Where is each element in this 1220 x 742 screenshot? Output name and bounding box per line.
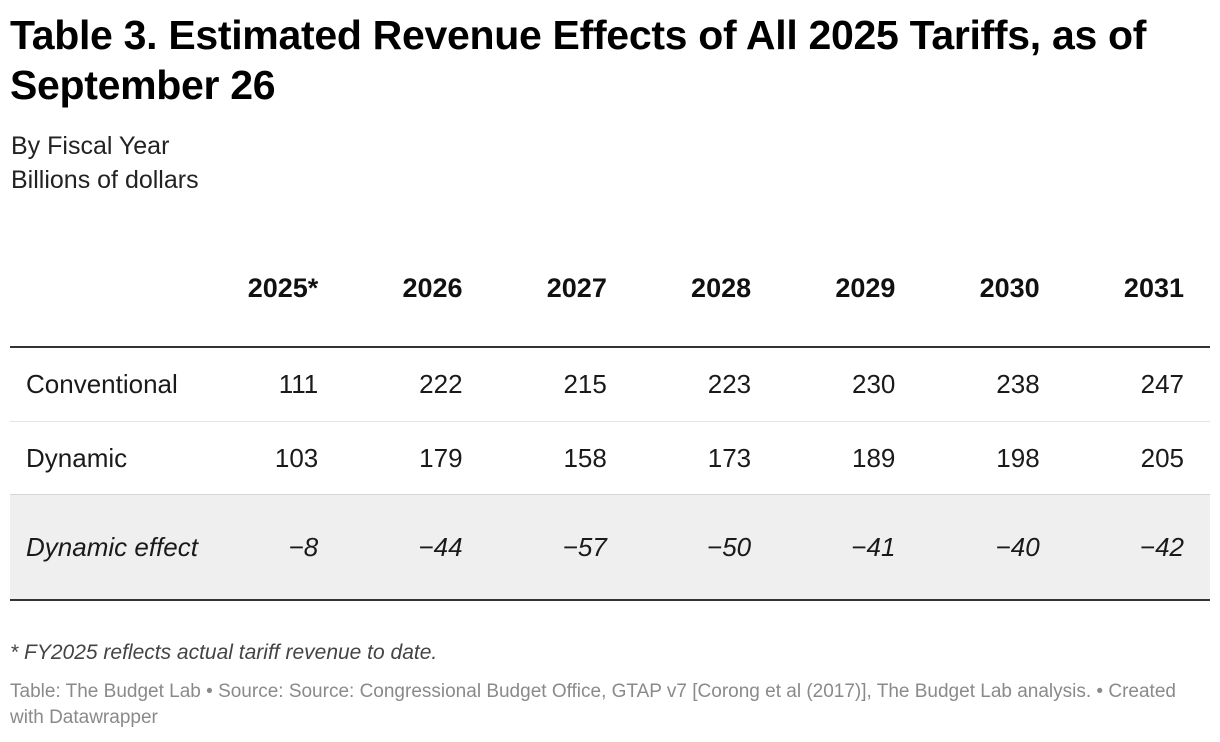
cell-conventional-2027: 215 xyxy=(488,347,633,422)
header-label-cell xyxy=(10,230,200,348)
cell-effect-2025: −8 xyxy=(200,494,345,601)
column-header-2028: 2028 xyxy=(632,230,778,348)
cell-dynamic-2025: 103 xyxy=(274,442,319,473)
cell-conventional-2026: 222 xyxy=(344,347,489,422)
table-row-conventional: Conventional 111 222 215 223 230 238 247 xyxy=(10,347,1210,422)
cell-conventional-2028: 223 xyxy=(632,347,778,422)
footnote: * FY2025 reflects actual tariff revenue … xyxy=(10,641,438,664)
cell-effect-2026: −44 xyxy=(344,494,489,601)
revenue-table: 2025* 2026 2027 2028 2029 2030 2031 Conv… xyxy=(10,230,1210,601)
column-header-2025: 2025* xyxy=(200,230,345,348)
column-header-2026: 2026 xyxy=(344,230,489,348)
subtitle-units: Billions of dollars xyxy=(11,166,199,194)
column-header-2027: 2027 xyxy=(488,230,633,348)
header-row: 2025* 2026 2027 2028 2029 2030 2031 xyxy=(10,230,1210,348)
cell-dynamic-2027: 158 xyxy=(563,442,607,473)
column-header-2029: 2029 xyxy=(777,230,922,348)
cell-conventional-2031: 247 xyxy=(1065,347,1210,422)
cell-effect-2031: −42 xyxy=(1065,494,1210,601)
cell-dynamic-2031: 205 xyxy=(1140,442,1184,473)
cell-dynamic-2029: 189 xyxy=(852,442,896,473)
cell-conventional-2029: 230 xyxy=(777,347,922,422)
cell-effect-2028: −50 xyxy=(632,494,778,601)
row-label-dynamic-effect: Dynamic effect xyxy=(10,494,200,601)
subtitle-fiscal-year: By Fiscal Year xyxy=(11,132,170,160)
cell-effect-2030: −40 xyxy=(921,494,1066,601)
row-label-dynamic: Dynamic xyxy=(26,442,128,473)
row-label-conventional: Conventional xyxy=(10,347,200,422)
source-credit: Table: The Budget Lab • Source: Source: … xyxy=(10,681,1176,728)
cell-dynamic-2028: 173 xyxy=(707,442,752,473)
cell-dynamic-2026: 179 xyxy=(419,442,463,473)
column-header-2030: 2030 xyxy=(921,230,1066,348)
cell-conventional-2030: 238 xyxy=(921,347,1066,422)
column-header-2031: 2031 xyxy=(1065,230,1210,348)
cell-effect-2029: −41 xyxy=(777,494,922,601)
cell-dynamic-2030: 198 xyxy=(996,442,1040,473)
table-row-dynamic-effect: Dynamic effect −8 −44 −57 −50 −41 −40 −4… xyxy=(10,494,1210,601)
cell-conventional-2025: 111 xyxy=(200,347,345,422)
table-row-dynamic: Dynamic 103 179 158 173 189 198 205 xyxy=(10,422,1210,495)
cell-effect-2027: −57 xyxy=(488,494,633,601)
chart-title: Table 3. Estimated Revenue Effects of Al… xyxy=(10,12,1147,108)
